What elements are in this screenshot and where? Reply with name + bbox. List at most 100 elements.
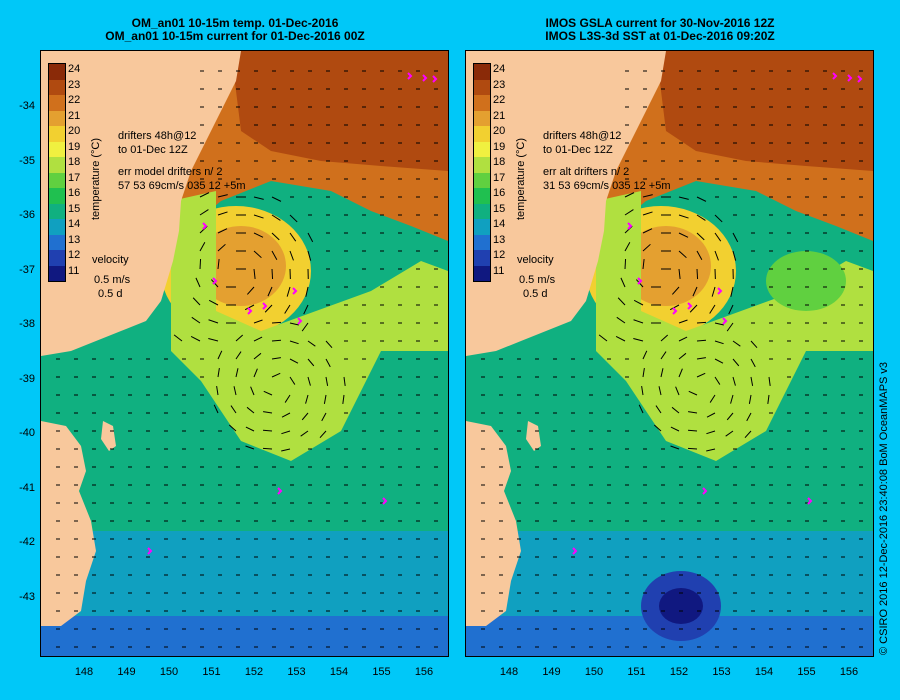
- velocity-arrow: [767, 394, 770, 404]
- colorbar-label: 19: [68, 140, 81, 153]
- longitude-tick: 150: [159, 666, 179, 678]
- velocity-arrow: [289, 232, 297, 242]
- hot-water: [656, 51, 873, 171]
- colorbar-segment: [474, 250, 490, 266]
- velocity-arrow: [253, 319, 263, 324]
- velocity-arrow: [696, 357, 706, 360]
- tasmania: [41, 421, 96, 626]
- velocity-arrow: [696, 232, 705, 241]
- velocity-arrow: [253, 368, 258, 378]
- velocity-arrow: [217, 259, 220, 270]
- velocity-arrow: [217, 194, 228, 198]
- colorbar-segment: [474, 110, 490, 126]
- drifter-track: [292, 287, 298, 295]
- velocity-arrow: [284, 394, 291, 403]
- drifter-track: [627, 222, 633, 230]
- velocity-arrow: [642, 228, 653, 234]
- velocity-arrow: [598, 334, 608, 342]
- velocity-arrow: [678, 336, 688, 342]
- hot-water: [231, 51, 448, 171]
- velocity-arrow: [307, 250, 312, 261]
- drifter-track: [717, 287, 723, 295]
- velocity-arrow: [730, 286, 734, 297]
- velocity-arrow: [253, 352, 262, 360]
- velocity-arrow: [301, 322, 309, 332]
- colorbar-label: 12: [68, 249, 81, 261]
- velocity-arrow: [301, 412, 309, 421]
- velocity-arrow: [696, 268, 699, 280]
- left-err-label: err model drifters n/ 2: [118, 166, 223, 178]
- drifter-track: [202, 222, 208, 230]
- velocity-arrow: [670, 426, 680, 432]
- velocity-arrow: [289, 340, 299, 345]
- left-map-svg: [41, 51, 448, 656]
- velocity-arrow: [253, 268, 256, 279]
- velocity-arrow: [671, 286, 680, 295]
- longitude-tick: 154: [754, 666, 774, 678]
- colorbar-segment: [49, 265, 65, 281]
- colorbar-segment: [49, 110, 65, 126]
- velocity-arrow: [284, 304, 291, 314]
- velocity-arrow: [732, 340, 741, 347]
- colorbar-segment: [49, 79, 65, 95]
- longitude-tick: 152: [669, 666, 689, 678]
- left-velocity-speed: 0.5 m/s: [94, 274, 131, 286]
- left-title-line1: OM_an01 10-15m temp. 01-Dec-2016: [131, 16, 339, 30]
- colorbar-segment: [474, 95, 490, 111]
- velocity-arrow: [271, 372, 281, 378]
- colorbar-label: 18: [493, 156, 506, 168]
- longitude-tick: 153: [287, 666, 306, 678]
- velocity-arrow: [671, 406, 680, 414]
- colorbar-label: 21: [493, 109, 506, 122]
- longitude-tick: 148: [74, 666, 94, 678]
- velocity-arrow: [245, 445, 255, 450]
- velocity-arrow: [732, 250, 737, 261]
- velocity-arrow: [289, 214, 298, 223]
- colorbar-gradient: [48, 63, 66, 282]
- longitude-tick: 154: [329, 666, 349, 678]
- velocity-arrow: [262, 447, 273, 450]
- velocity-arrow: [714, 250, 719, 261]
- velocity-arrow: [199, 209, 209, 216]
- left-title-line2: OM_an01 10-15m current for 01-Dec-2016 0…: [105, 29, 365, 43]
- velocity-arrow: [642, 259, 645, 270]
- velocity-arrow: [714, 322, 724, 326]
- velocity-arrow: [653, 424, 662, 432]
- longitude-tick: 151: [202, 666, 221, 678]
- colorbar-label: 20: [68, 125, 81, 137]
- velocity-arrow: [230, 405, 237, 414]
- colorbar-segment: [49, 203, 65, 219]
- velocity-arrow: [192, 297, 201, 306]
- velocity-arrow: [711, 286, 716, 297]
- velocity-arrow: [709, 394, 716, 403]
- velocity-arrow: [692, 286, 698, 297]
- latitude-tick: -39: [19, 372, 35, 385]
- velocity-arrow: [342, 394, 345, 404]
- velocity-arrow: [263, 411, 273, 414]
- drifter-track: [262, 302, 268, 310]
- drifter-track: [382, 497, 388, 505]
- velocity-arrow: [281, 430, 291, 435]
- colorbar-segment: [474, 141, 490, 157]
- velocity-arrow: [633, 299, 644, 306]
- velocity-arrow: [208, 338, 219, 342]
- velocity-arrow: [305, 286, 309, 297]
- velocity-arrow: [642, 243, 651, 252]
- velocity-arrow: [709, 304, 716, 314]
- velocity-arrow: [660, 351, 667, 360]
- drifter-track: [572, 547, 578, 555]
- velocity-arrow: [633, 338, 644, 342]
- velocity-arrow: [696, 214, 706, 221]
- right-map-panel: [465, 50, 874, 657]
- colorbar-label: 21: [68, 109, 81, 122]
- velocity-arrow: [660, 368, 664, 378]
- velocity-arrow: [195, 277, 201, 288]
- velocity-arrow: [750, 376, 754, 386]
- drifter-track: [687, 302, 693, 310]
- island: [101, 421, 116, 451]
- velocity-arrow: [235, 368, 239, 378]
- velocity-arrow: [732, 376, 736, 386]
- velocity-arrow: [642, 194, 653, 198]
- drifter-track: [832, 72, 838, 80]
- velocity-arrow: [638, 404, 644, 414]
